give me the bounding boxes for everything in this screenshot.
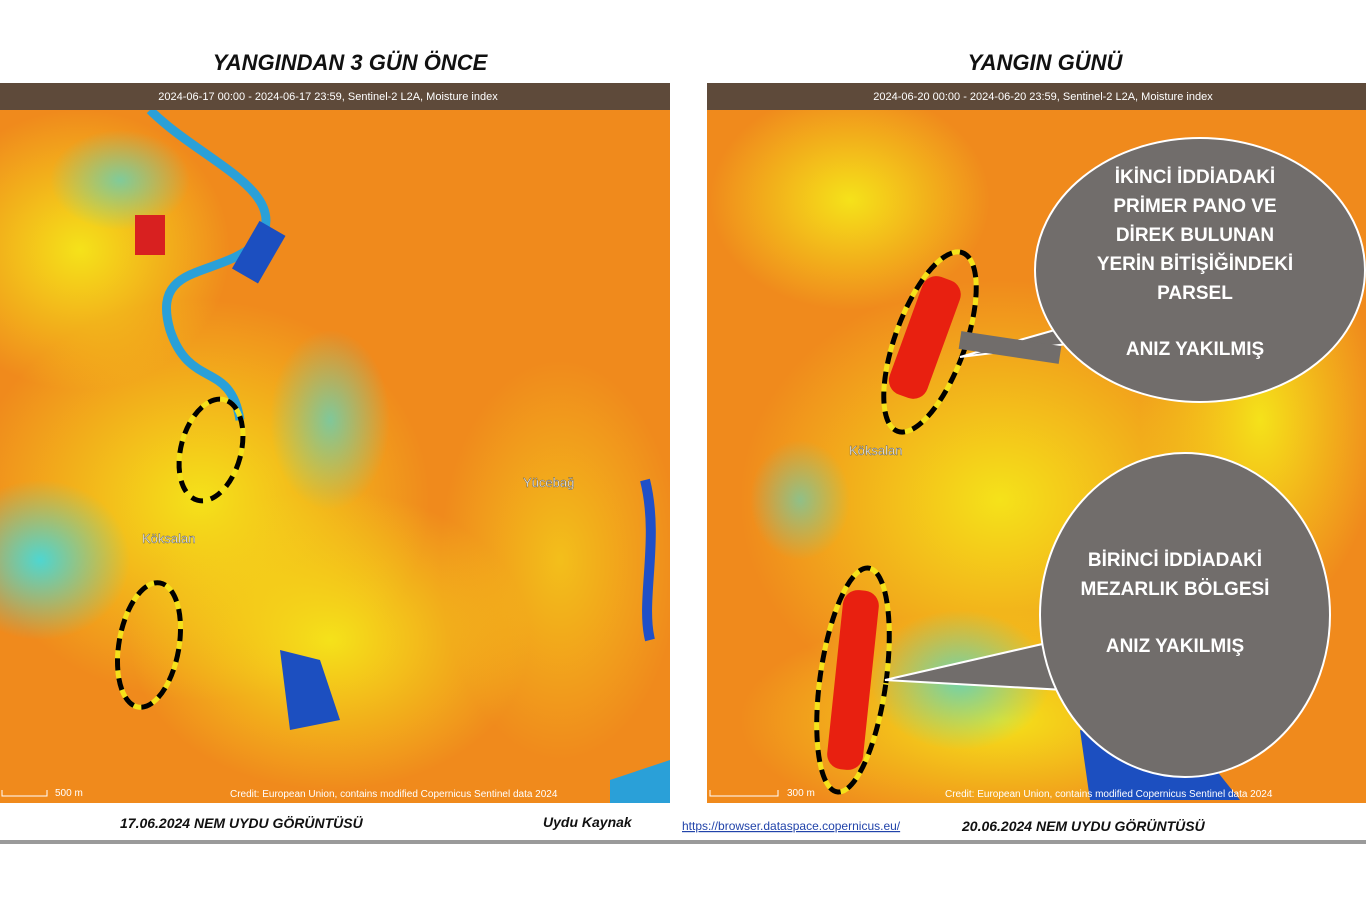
scale-label: 500 m (55, 788, 83, 799)
right-title: YANGIN GÜNÜ (968, 50, 1124, 75)
callout: BİRİNCİ İDDİADAKİ MEZARLIK BÖLGESİ ANIZ YA… (884, 452, 1331, 778)
callout-text: İKİNCİ İDDİADAKİ (1115, 167, 1275, 188)
scale-label: 300 m (787, 788, 815, 799)
callout-text: MEZARLIK BÖLGESİ (1081, 579, 1270, 600)
callout-text: PRİMER PANO VE (1113, 196, 1276, 217)
place-label: Yücebağ (523, 475, 574, 490)
callout-text: ANIZ YAKILMIŞ (1106, 636, 1244, 657)
callout-text: BİRİNCİ İDDİADAKİ (1088, 550, 1262, 571)
callout-text: PARSEL (1157, 283, 1233, 304)
divider (0, 840, 1366, 844)
credit: Credit: European Union, contains modifie… (945, 789, 1273, 800)
place-label: Köksalan (142, 531, 195, 546)
callout: İKİNCİ İDDİADAKİ PRİMER PANO VE DİREK BULU… (958, 137, 1366, 403)
place-label: Köksalan (849, 443, 902, 458)
left-title: YANGINDAN 3 GÜN ÖNCE (213, 50, 489, 75)
caption: 20.06.2024 NEM UYDU GÖRÜNTÜSÜ (961, 818, 1206, 834)
credit: Credit: European Union, contains modifie… (230, 789, 558, 800)
source-link[interactable]: https://browser.dataspace.copernicus.eu/ (682, 819, 901, 833)
left-map: 2024-06-17 00:00 - 2024-06-17 23:59, Sen… (0, 83, 670, 803)
source-label: Uydu Kaynak (543, 814, 633, 830)
callout-text: DİREK BULUNAN (1116, 225, 1274, 246)
info-bar: 2024-06-17 00:00 - 2024-06-17 23:59, Sen… (158, 91, 498, 103)
caption: 17.06.2024 NEM UYDU GÖRÜNTÜSÜ (120, 815, 364, 831)
callout-text: YERİN BİTİŞİĞİNDEKİ (1097, 253, 1293, 275)
callout-text: ANIZ YAKILMIŞ (1126, 339, 1264, 360)
info-bar: 2024-06-20 00:00 - 2024-06-20 23:59, Sen… (873, 91, 1213, 103)
